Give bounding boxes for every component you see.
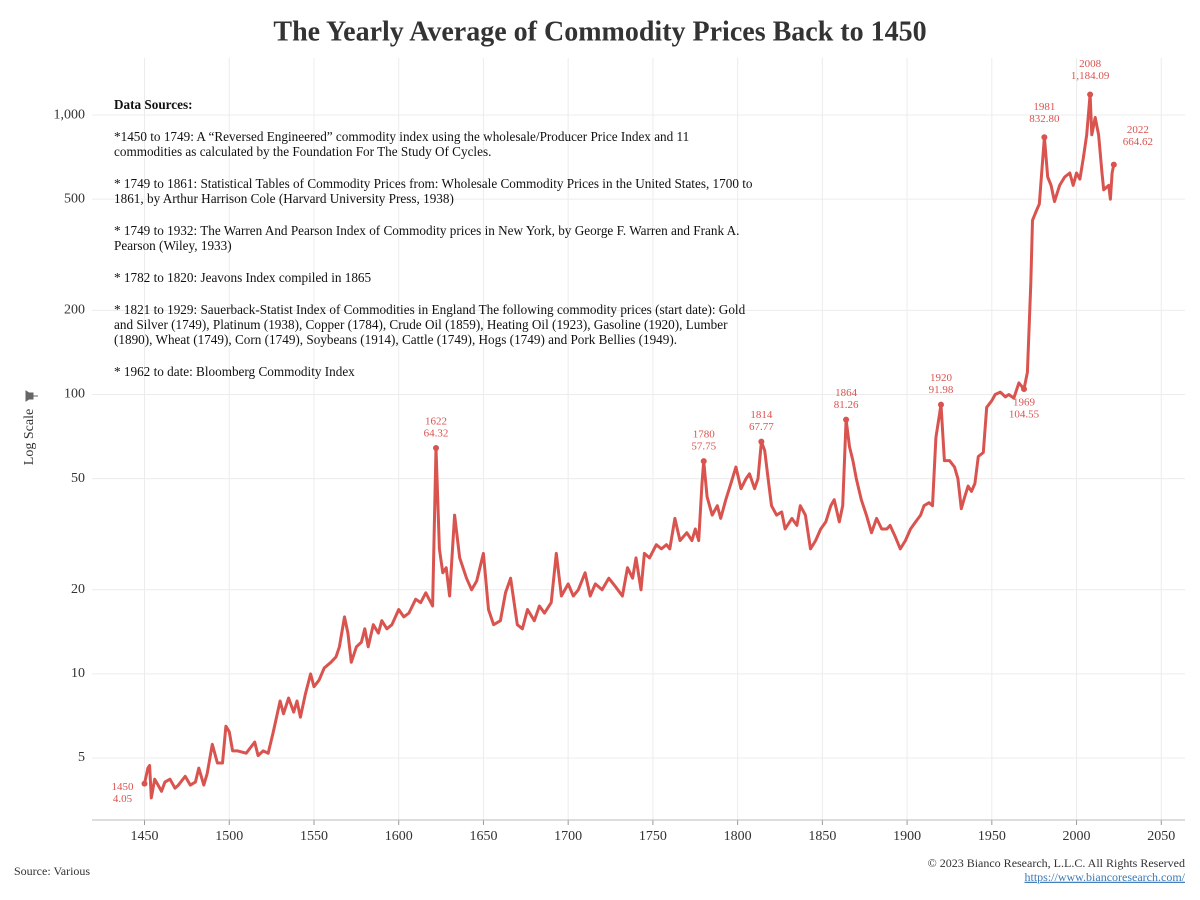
note-item: * 1782 to 1820: Jeavons Index compiled i…	[114, 270, 372, 285]
notes: Data Sources: *1450 to 1749: A “Reversed…	[114, 97, 754, 396]
notes-heading: Data Sources:	[114, 97, 193, 112]
annotation-year: 1969	[1013, 397, 1036, 409]
x-tick-label: 1650	[469, 829, 497, 844]
note-item: * 1962 to date: Bloomberg Commodity Inde…	[114, 364, 355, 379]
annotation-value: 664.62	[1123, 136, 1153, 148]
annotation-dot	[1021, 386, 1028, 393]
line	[143, 93, 1116, 800]
y-tick-label: 100	[64, 387, 85, 402]
x-tick-label: 2000	[1063, 829, 1091, 844]
x-tick-label: 1700	[554, 829, 582, 844]
x-tick-label: 1750	[639, 829, 667, 844]
note-item: * 1749 to 1932: The Warren And Pearson I…	[114, 223, 740, 253]
annotation-value: 67.77	[749, 421, 774, 433]
note-item: *1450 to 1749: A “Reversed Engineered” c…	[114, 129, 690, 159]
pin-icon	[25, 390, 38, 402]
annotation-year: 1981	[1033, 101, 1055, 113]
chart-title: The Yearly Average of Commodity Prices B…	[273, 16, 926, 47]
annotation-year: 2008	[1079, 58, 1102, 70]
annotation-dot	[141, 780, 148, 787]
y-axis-label: Log Scale	[22, 409, 37, 465]
annotation-value: 81.26	[834, 399, 859, 411]
note-item: * 1749 to 1861: Statistical Tables of Co…	[114, 176, 753, 206]
annotation-value: 832.80	[1029, 113, 1060, 125]
copyright: © 2023 Bianco Research, L.L.C. All Right…	[928, 856, 1185, 870]
x-tick-label: 2050	[1147, 829, 1175, 844]
annotation-dot	[843, 416, 850, 423]
x-tick-label: 1600	[385, 829, 413, 844]
annotation-year: 1920	[930, 372, 953, 384]
y-tick-label: 5	[78, 750, 85, 765]
annotation-value: 91.98	[929, 384, 954, 396]
annotation-dot	[1041, 134, 1048, 141]
annotation-dot	[1087, 91, 1094, 98]
x-tick-label: 1550	[300, 829, 328, 844]
annotation-year: 1814	[750, 409, 773, 421]
annotation-year: 2022	[1127, 124, 1149, 136]
annotation-dot	[1110, 161, 1117, 168]
x-tick-label: 1800	[724, 829, 752, 844]
annotation-value: 64.32	[424, 428, 449, 440]
url-link[interactable]: https://www.biancoresearch.com/	[1024, 870, 1185, 884]
annotation-value: 1,184.09	[1071, 70, 1110, 82]
x-tick-label: 1450	[131, 829, 159, 844]
annotation-dot	[937, 401, 944, 408]
annotation-year: 1622	[425, 416, 447, 428]
annotation-dot	[700, 458, 707, 465]
x-tick-label: 1950	[978, 829, 1006, 844]
x-tick-label: 1850	[808, 829, 836, 844]
source: Source: Various	[14, 864, 90, 878]
x-tick-label: 1500	[215, 829, 243, 844]
annotation-dot	[432, 445, 439, 452]
y-tick-label: 500	[64, 191, 85, 206]
annotation-dot	[758, 438, 765, 445]
y-tick-label: 1,000	[54, 107, 86, 122]
annotation-value: 104.55	[1009, 409, 1040, 421]
annotation-year: 1780	[693, 429, 716, 441]
annotation-value: 4.05	[113, 793, 133, 805]
annotation-year: 1864	[835, 387, 858, 399]
annotation-value: 57.75	[691, 441, 716, 453]
annotation-year: 1450	[112, 781, 135, 793]
x-tick-label: 1900	[893, 829, 921, 844]
y-tick-label: 10	[71, 666, 85, 681]
y-tick-label: 20	[71, 582, 85, 597]
y-tick-label: 200	[64, 303, 85, 318]
y-tick-label: 50	[71, 471, 85, 486]
note-item: * 1821 to 1929: Sauerback-Statist Index …	[114, 302, 746, 347]
